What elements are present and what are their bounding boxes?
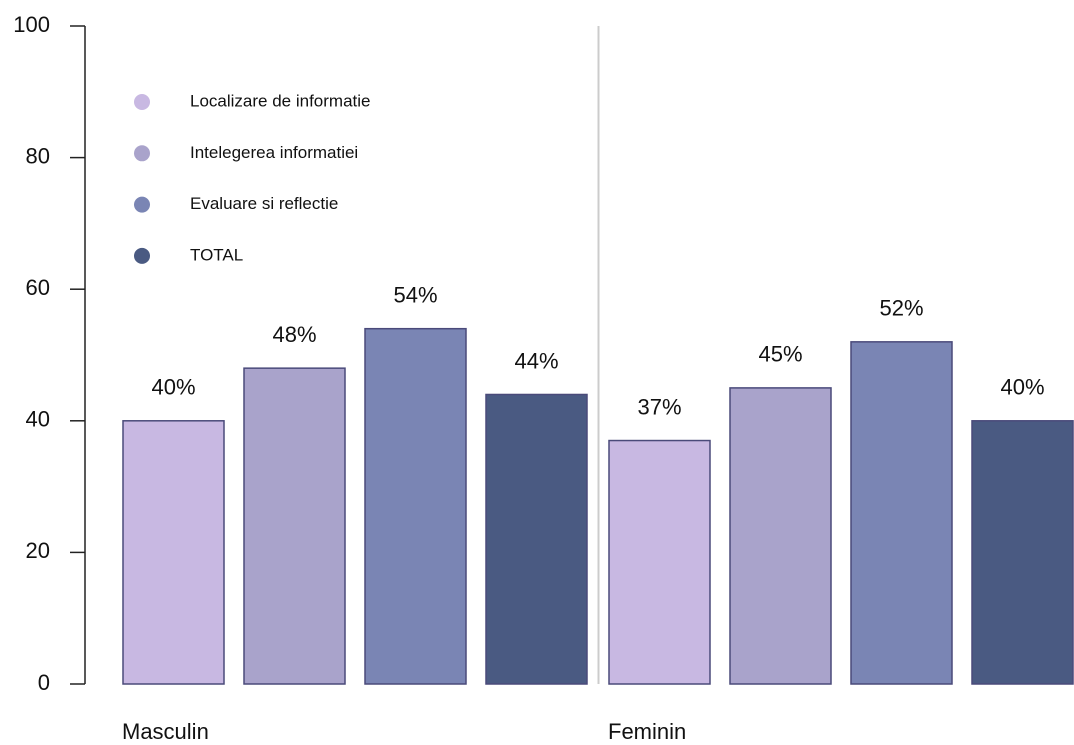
bar	[122, 420, 225, 685]
y-tick-label: 0	[38, 670, 50, 695]
value-label: 40%	[151, 375, 195, 400]
x-category-label: Masculin	[122, 719, 209, 744]
legend-swatch	[134, 145, 150, 162]
y-tick-label: 20	[26, 538, 50, 563]
bar	[850, 341, 953, 685]
bar	[485, 393, 588, 685]
bar	[608, 439, 711, 685]
value-label: 37%	[637, 394, 681, 419]
legend-label: Localizare de informatie	[190, 91, 370, 110]
value-label: 52%	[879, 296, 923, 321]
y-tick-label: 40	[26, 407, 50, 432]
bar	[729, 387, 832, 685]
legend-swatch	[134, 94, 150, 110]
legend-label: Evaluare si reflectie	[190, 194, 338, 213]
value-label: 45%	[758, 342, 802, 367]
x-category-label: Feminin	[608, 719, 686, 744]
bar	[971, 420, 1074, 685]
y-tick-label: 100	[13, 12, 50, 37]
bar	[243, 367, 346, 685]
bar	[364, 327, 467, 685]
legend-swatch	[134, 196, 150, 213]
value-label: 54%	[393, 282, 437, 307]
value-label: 48%	[272, 322, 316, 347]
y-tick-label: 60	[26, 275, 50, 300]
legend-swatch	[134, 247, 150, 264]
value-label: 40%	[1000, 375, 1044, 400]
legend-label: Intelegerea informatiei	[190, 143, 358, 162]
y-tick-label: 80	[26, 143, 50, 168]
legend-label: TOTAL	[190, 245, 243, 264]
value-label: 44%	[514, 348, 558, 373]
